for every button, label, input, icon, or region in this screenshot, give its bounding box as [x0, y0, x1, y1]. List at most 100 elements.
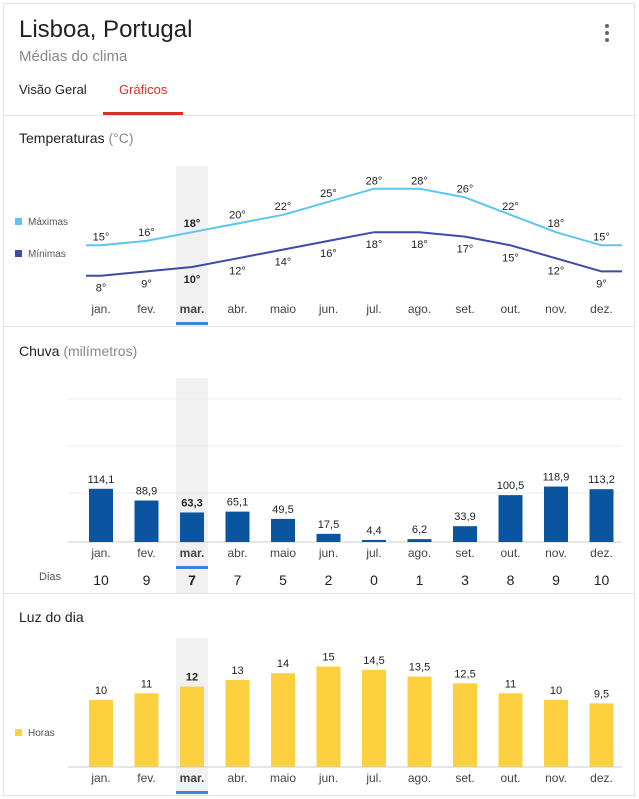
month-label-1: fev.	[137, 302, 155, 316]
divider	[3, 795, 635, 796]
selected-month-highlight	[176, 378, 208, 593]
daylight-bar	[134, 693, 159, 767]
rain-days-value: 8	[507, 572, 515, 588]
month-label-3: abr.	[227, 546, 247, 560]
min-temp-label: 14°	[275, 257, 292, 269]
rain-days-value: 9	[143, 572, 151, 588]
month-label-8: set.	[455, 302, 474, 316]
rain-days-value: 2	[325, 572, 333, 588]
min-temp-label: 17°	[457, 244, 474, 256]
month-label-6: jul.	[365, 302, 381, 316]
rain-bar	[498, 495, 523, 542]
month-label-0: jan.	[90, 546, 110, 560]
daylight-value-label: 10	[95, 685, 107, 697]
rain-value-label: 17,5	[318, 519, 339, 531]
rain-days-value: 0	[370, 572, 378, 588]
rain-value-label: 118,9	[543, 472, 570, 484]
daylight-value-label: 11	[141, 678, 152, 690]
month-label-10: nov.	[545, 771, 567, 785]
month-label-0: jan.	[90, 302, 110, 316]
rain-days-value: 10	[93, 572, 109, 588]
rain-bar	[544, 486, 568, 542]
rain-days-value: 10	[594, 572, 610, 588]
daylight-bar	[589, 703, 614, 767]
rain-value-label: 6,2	[412, 524, 427, 536]
month-label-6: jul.	[365, 546, 381, 560]
daylight-value-label: 9,5	[594, 688, 609, 700]
daylight-value-label: 12,5	[454, 668, 475, 680]
max-temp-label: 28°	[411, 176, 428, 188]
rain-days-label: Dias	[39, 571, 62, 583]
max-temp-label: 18°	[548, 218, 565, 230]
daylight-value-label: 13	[231, 665, 243, 677]
daylight-section-title: Luz do dia	[19, 609, 84, 625]
daylight-bar	[271, 673, 295, 767]
divider	[3, 115, 635, 116]
rain-value-label: 4,4	[366, 525, 381, 537]
min-temp-label: 9°	[596, 278, 607, 290]
tab-overview[interactable]: Visão Geral	[19, 82, 87, 97]
daylight-value-label: 13,5	[409, 662, 430, 674]
daylight-bar	[225, 679, 250, 767]
rain-value-label: 63,3	[181, 497, 202, 509]
rain-bar	[589, 489, 614, 542]
max-temp-label: 18°	[184, 218, 201, 230]
month-label-3: abr.	[227, 771, 247, 785]
month-label-0: jan.	[90, 771, 110, 785]
rain-days-value: 3	[461, 572, 469, 588]
month-label-5: jun.	[318, 771, 338, 785]
tab-charts[interactable]: Gráficos	[119, 82, 168, 97]
daylight-value-label: 14,5	[363, 655, 384, 667]
rain-days-value: 9	[552, 572, 560, 588]
rain-days-value: 5	[279, 572, 287, 588]
max-temp-label: 16°	[138, 227, 155, 239]
min-temp-label: 16°	[320, 248, 337, 260]
daylight-value-label: 15	[322, 652, 334, 664]
max-temp-label: 15°	[93, 231, 110, 243]
month-label-1: fev.	[137, 546, 155, 560]
legend-max: Máximas	[15, 217, 68, 228]
max-temp-label: 22°	[502, 201, 519, 213]
daylight-bar	[407, 676, 432, 767]
month-label-7: ago.	[408, 302, 431, 316]
selected-month-underline	[176, 791, 208, 794]
min-temp-label: 18°	[411, 239, 428, 251]
legend-min-swatch	[15, 250, 22, 257]
month-label-5: jun.	[318, 546, 338, 560]
rain-bar	[134, 500, 159, 542]
month-label-10: nov.	[545, 302, 567, 316]
min-temp-label: 18°	[366, 239, 383, 251]
more-vert-icon[interactable]	[600, 24, 614, 44]
rain-bar	[225, 511, 250, 542]
active-tab-indicator	[103, 112, 183, 115]
month-label-4: maio	[270, 546, 296, 560]
month-label-9: out.	[500, 546, 520, 560]
divider	[3, 326, 635, 327]
rain-value-label: 100,5	[497, 480, 525, 492]
rain-bar	[453, 526, 477, 542]
location-subtitle: Médias do clima	[19, 48, 128, 65]
daylight-bar	[180, 686, 204, 767]
legend-hours-swatch	[15, 729, 22, 736]
max-temp-label: 15°	[593, 231, 610, 243]
month-label-6: jul.	[365, 771, 381, 785]
month-label-4: maio	[270, 771, 296, 785]
rain-bar	[180, 512, 204, 542]
daylight-value-label: 10	[550, 685, 562, 697]
rain-days-value: 7	[188, 572, 196, 588]
max-temp-label: 28°	[366, 176, 383, 188]
max-temp-label: 20°	[229, 210, 246, 222]
rain-bar	[89, 488, 113, 542]
daylight-value-label: 14	[277, 658, 289, 670]
month-label-8: set.	[455, 771, 474, 785]
rain-bar	[407, 539, 432, 542]
month-label-11: dez.	[590, 546, 613, 560]
min-temp-label: 9°	[141, 278, 152, 290]
min-temp-label: 15°	[502, 252, 519, 264]
daylight-bar	[89, 700, 113, 767]
month-label-5: jun.	[318, 302, 338, 316]
month-label-2: mar.	[180, 546, 205, 560]
month-label-11: dez.	[590, 302, 613, 316]
rain-value-label: 65,1	[227, 497, 248, 509]
